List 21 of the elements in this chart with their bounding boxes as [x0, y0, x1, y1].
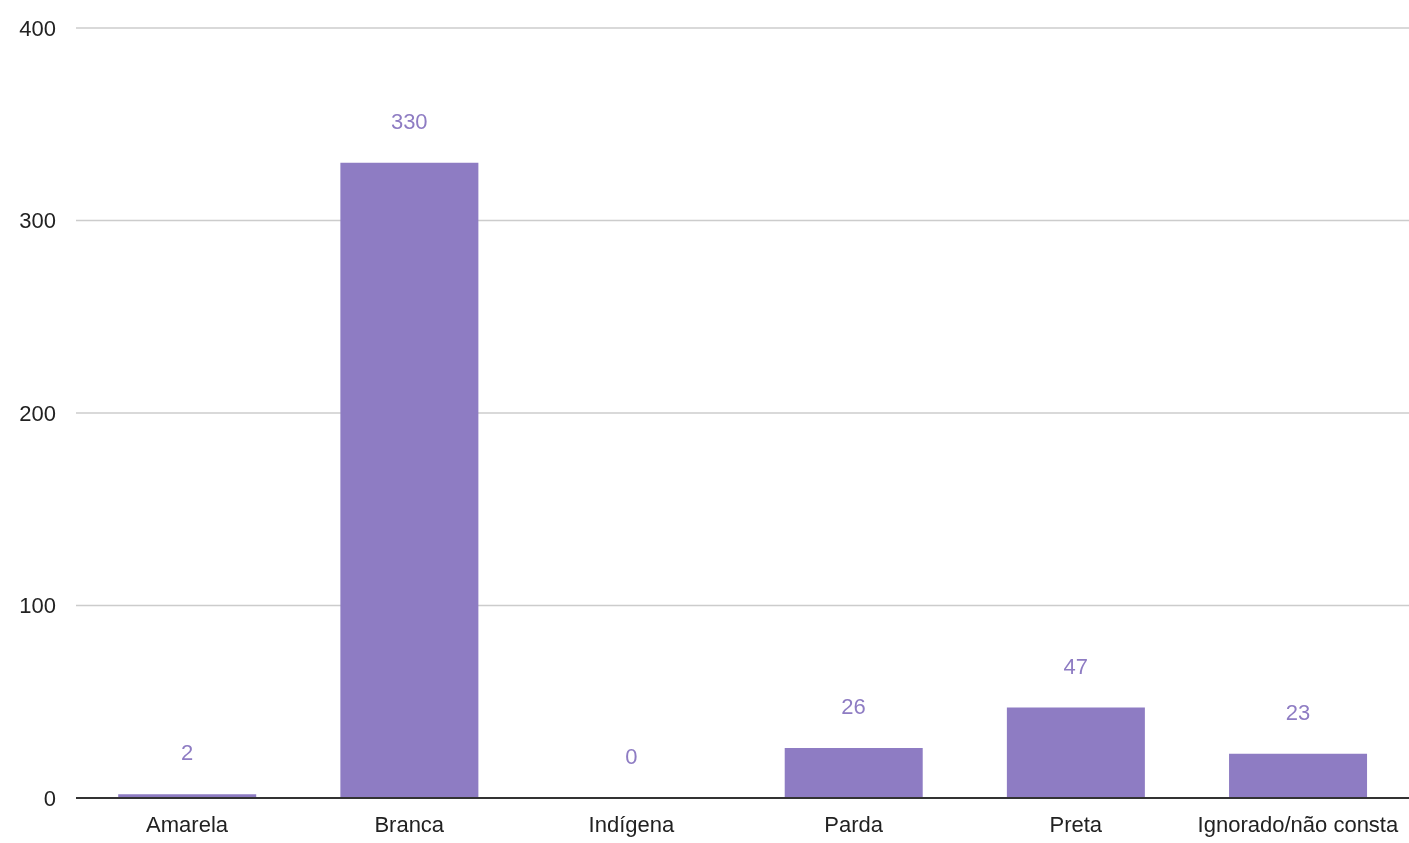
x-tick-label: Branca	[374, 811, 445, 837]
x-tick-label: Amarela	[146, 811, 229, 837]
y-tick-label: 200	[19, 400, 56, 426]
data-label: 26	[841, 693, 866, 719]
data-label: 23	[1285, 699, 1311, 725]
data-label: 0	[625, 744, 638, 769]
x-tick-label: Ignorado/não consta	[1197, 811, 1399, 837]
y-tick-label: 300	[19, 208, 56, 234]
y-tick-label: 400	[19, 15, 56, 41]
x-tick-label: Indígena	[588, 811, 675, 837]
x-tick-label: Parda	[824, 811, 884, 837]
bar	[1229, 753, 1368, 798]
bar	[784, 747, 923, 798]
data-label: 2	[180, 740, 194, 766]
data-label: 330	[390, 108, 428, 134]
y-tick-label: 100	[19, 593, 56, 619]
bar	[1006, 707, 1145, 798]
data-label: 47	[1063, 653, 1088, 679]
x-tick-label: Preta	[1049, 811, 1103, 837]
y-tick-label: 0	[43, 785, 56, 811]
bar	[340, 162, 479, 798]
